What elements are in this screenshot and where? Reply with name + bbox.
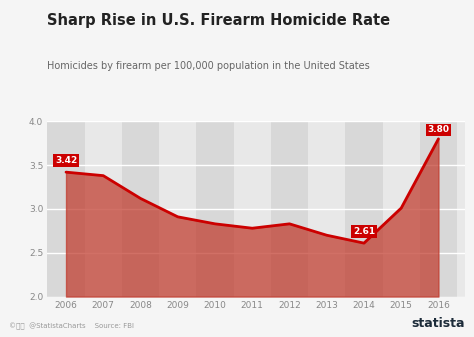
Text: Sharp Rise in U.S. Firearm Homicide Rate: Sharp Rise in U.S. Firearm Homicide Rate: [47, 13, 391, 29]
Bar: [271, 121, 308, 297]
Bar: [383, 121, 420, 297]
Bar: [159, 121, 196, 297]
Bar: [346, 121, 383, 297]
Text: ©ⓘⓂ  @StatistaCharts    Source: FBI: ©ⓘⓂ @StatistaCharts Source: FBI: [9, 323, 135, 330]
Text: Homicides by firearm per 100,000 population in the United States: Homicides by firearm per 100,000 populat…: [47, 61, 370, 71]
Text: 3.80: 3.80: [428, 125, 449, 134]
Bar: [196, 121, 234, 297]
Text: statista: statista: [411, 317, 465, 330]
Bar: [122, 121, 159, 297]
Text: 3.42: 3.42: [55, 156, 77, 165]
Bar: [47, 121, 85, 297]
Bar: [308, 121, 346, 297]
Bar: [420, 121, 457, 297]
Text: 2.61: 2.61: [353, 227, 375, 236]
Bar: [234, 121, 271, 297]
Bar: [85, 121, 122, 297]
